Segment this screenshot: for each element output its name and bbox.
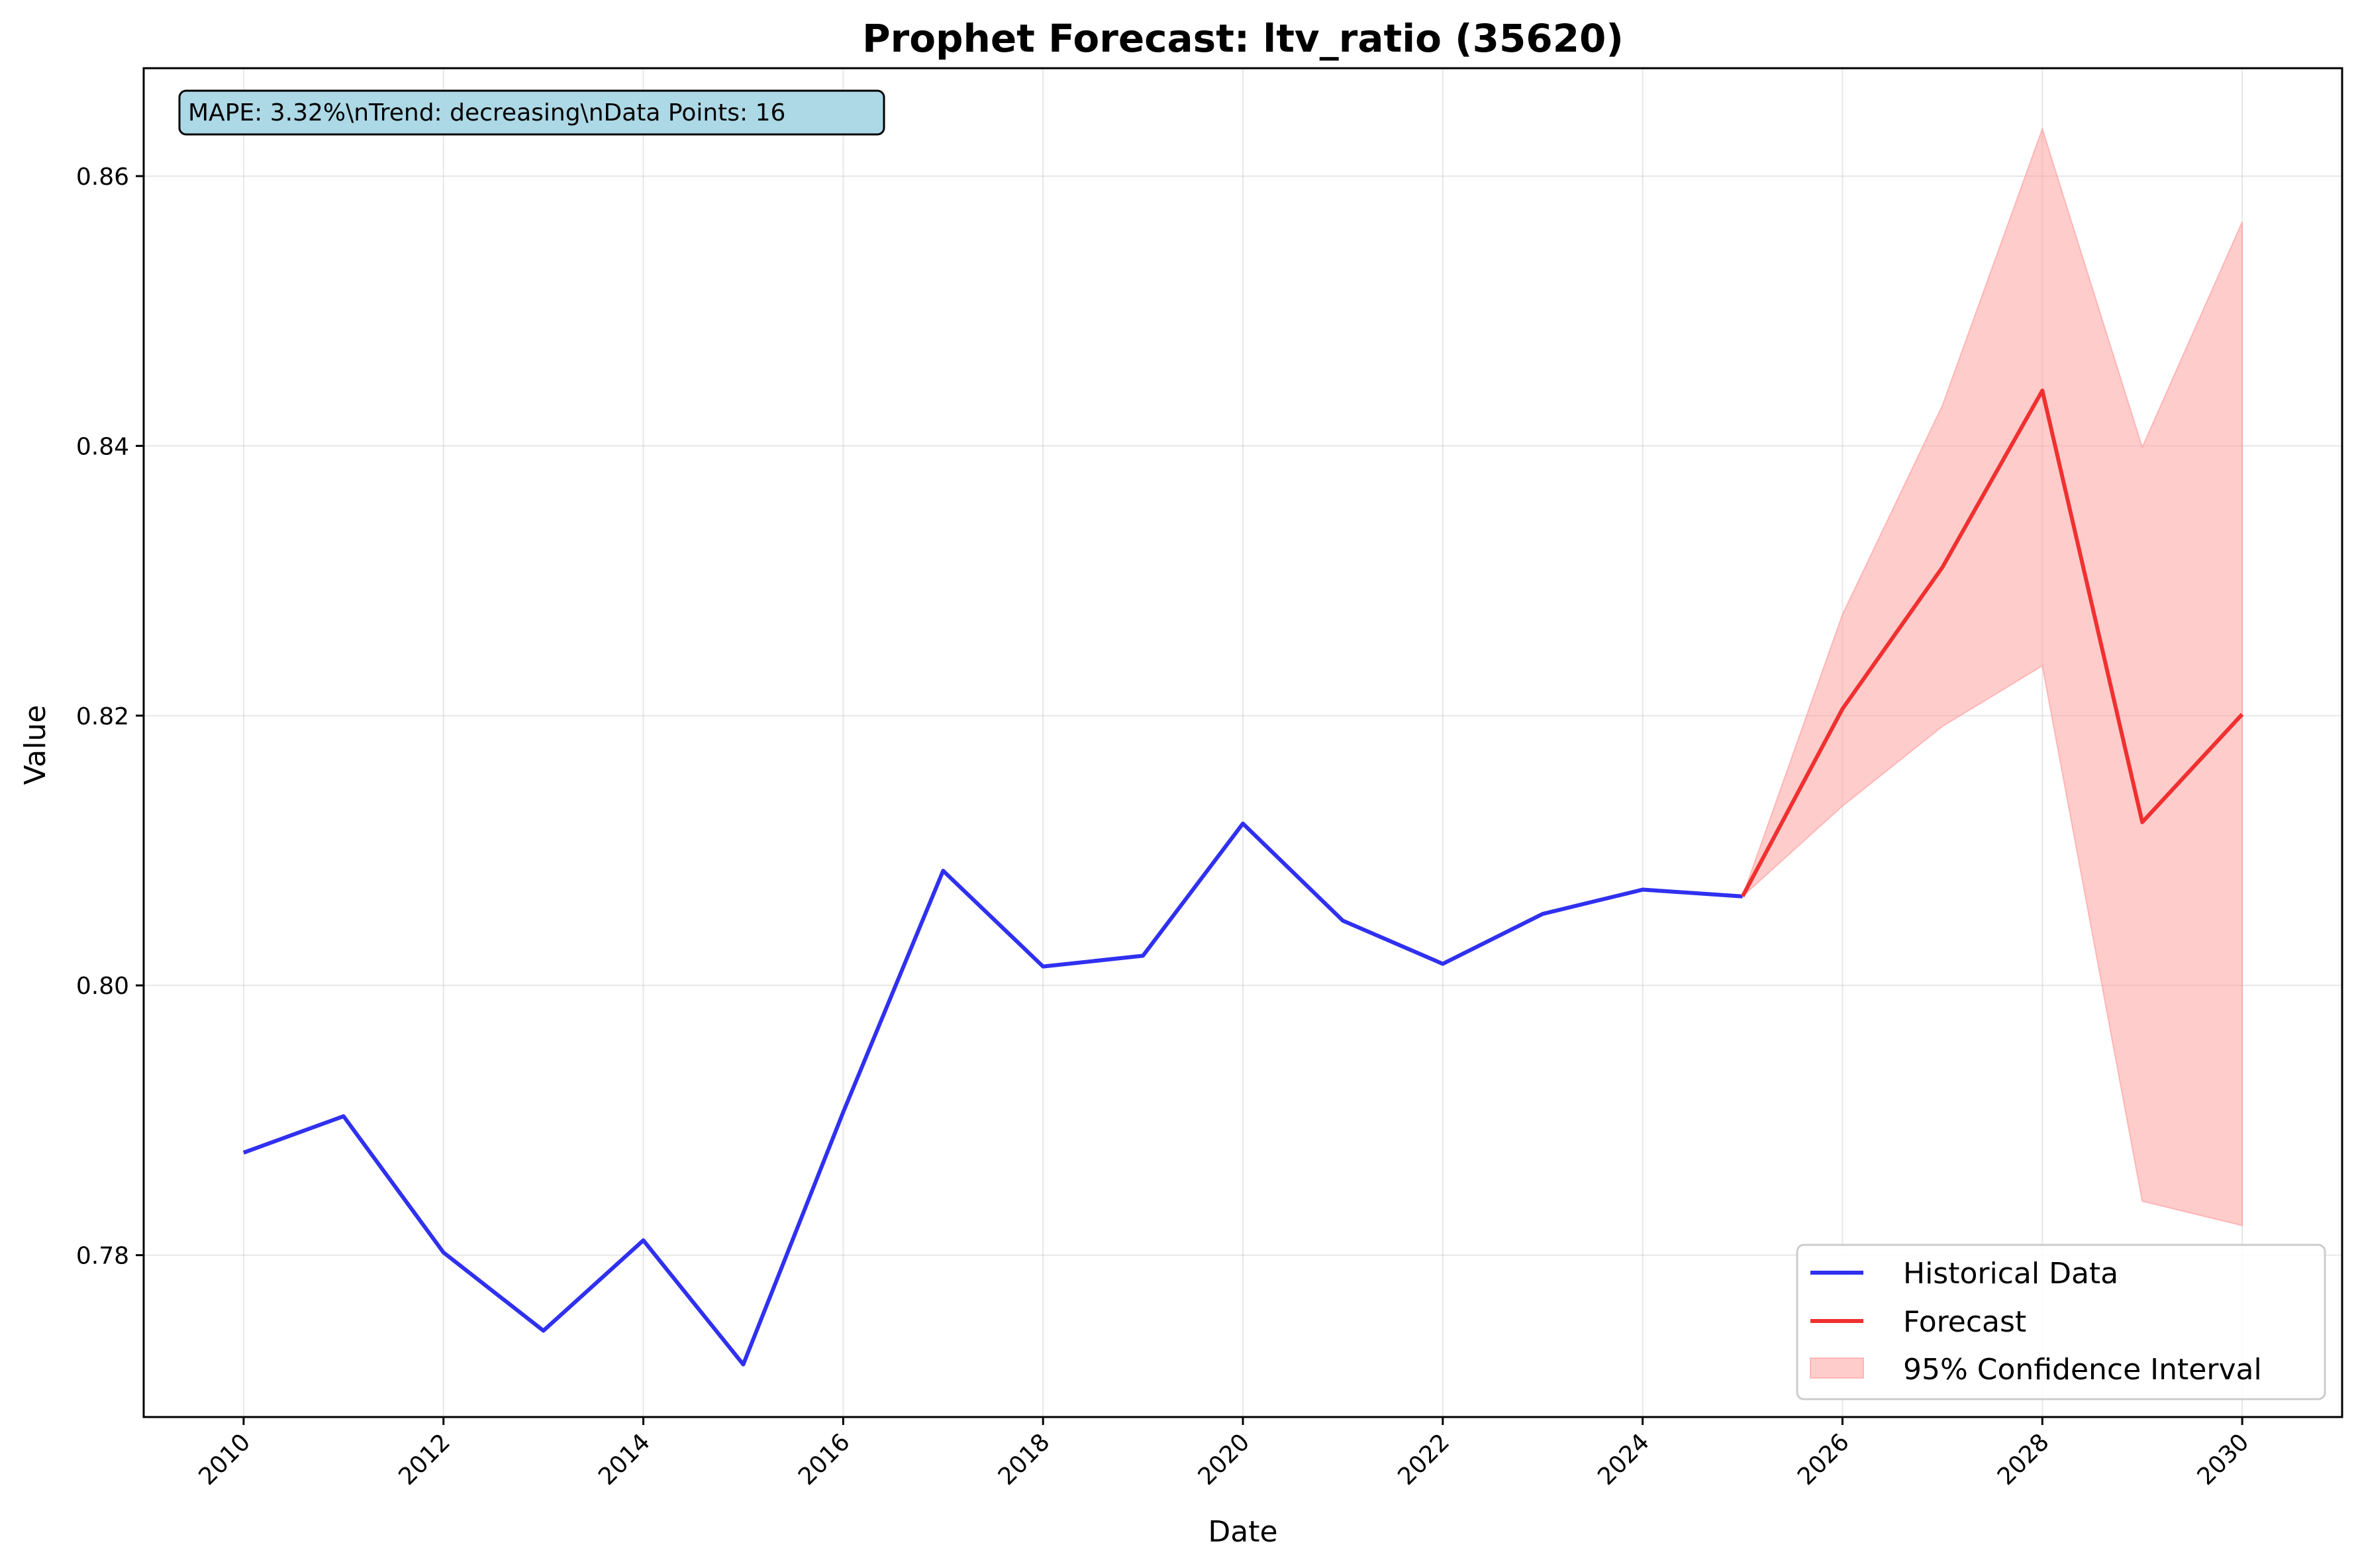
x-axis-label: Date	[1208, 1515, 1277, 1549]
metrics-annotation-text: MAPE: 3.32%\nTrend: decreasing\nData Poi…	[188, 99, 785, 126]
legend-box	[1796, 1244, 2326, 1400]
forecast-line	[1740, 388, 2244, 898]
historical-data-line	[242, 821, 1743, 1367]
metrics-annotation-box	[178, 89, 885, 136]
confidence-interval-layer	[1742, 126, 2243, 1227]
legend-swatch-confidence-interval	[1810, 1357, 1864, 1379]
confidence-interval-band	[1742, 126, 2243, 1227]
y-tick-label: 0.84	[76, 433, 129, 460]
metrics-annotation: MAPE: 3.32%\nTrend: decreasing\nData Poi…	[178, 89, 885, 136]
y-axis-label: Value	[19, 705, 52, 785]
legend-label-forecast: Forecast	[1903, 1305, 2026, 1339]
y-tick-label: 0.86	[76, 164, 129, 191]
legend: Historical Data Forecast 95% Confidence …	[1796, 1244, 2326, 1400]
y-tick-label: 0.80	[76, 973, 129, 1000]
y-axis-ticks: 0.78 0.80 0.82 0.84 0.86	[76, 164, 144, 1270]
legend-label-historical: Historical Data	[1903, 1257, 2118, 1291]
y-tick-label: 0.78	[76, 1243, 129, 1270]
legend-label-confidence-interval: 95% Confidence Interval	[1903, 1353, 2262, 1387]
y-tick-label: 0.82	[76, 703, 129, 730]
series-layer	[242, 388, 2244, 1367]
chart-title: Prophet Forecast: ltv_ratio (35620)	[862, 16, 1624, 61]
